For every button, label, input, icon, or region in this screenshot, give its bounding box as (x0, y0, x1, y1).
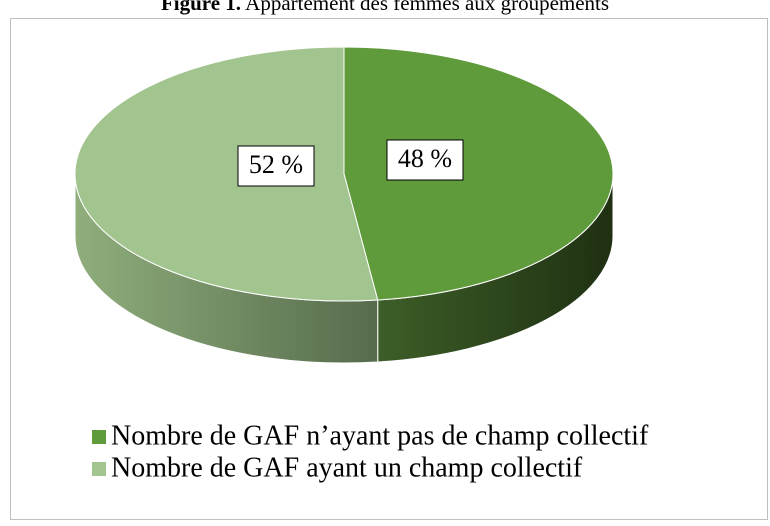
legend-label: Nombre de GAF n’ayant pas de champ colle… (111, 420, 649, 451)
title-text: Appartement des femmes aux groupements (245, 0, 609, 15)
data-label-box (386, 139, 464, 181)
chart-title: Figure 1. Appartement des femmes aux gro… (161, 0, 609, 15)
title-prefix: Figure 1. (161, 0, 241, 15)
legend-label: Nombre de GAF ayant un champ collectif (111, 452, 583, 483)
data-label: 48 % (398, 144, 452, 173)
legend-swatch (92, 462, 106, 476)
slice (343, 46, 614, 301)
legend-swatch (92, 430, 106, 444)
data-label-box (237, 145, 315, 187)
data-label: 52 % (249, 150, 303, 179)
slice (74, 46, 379, 302)
